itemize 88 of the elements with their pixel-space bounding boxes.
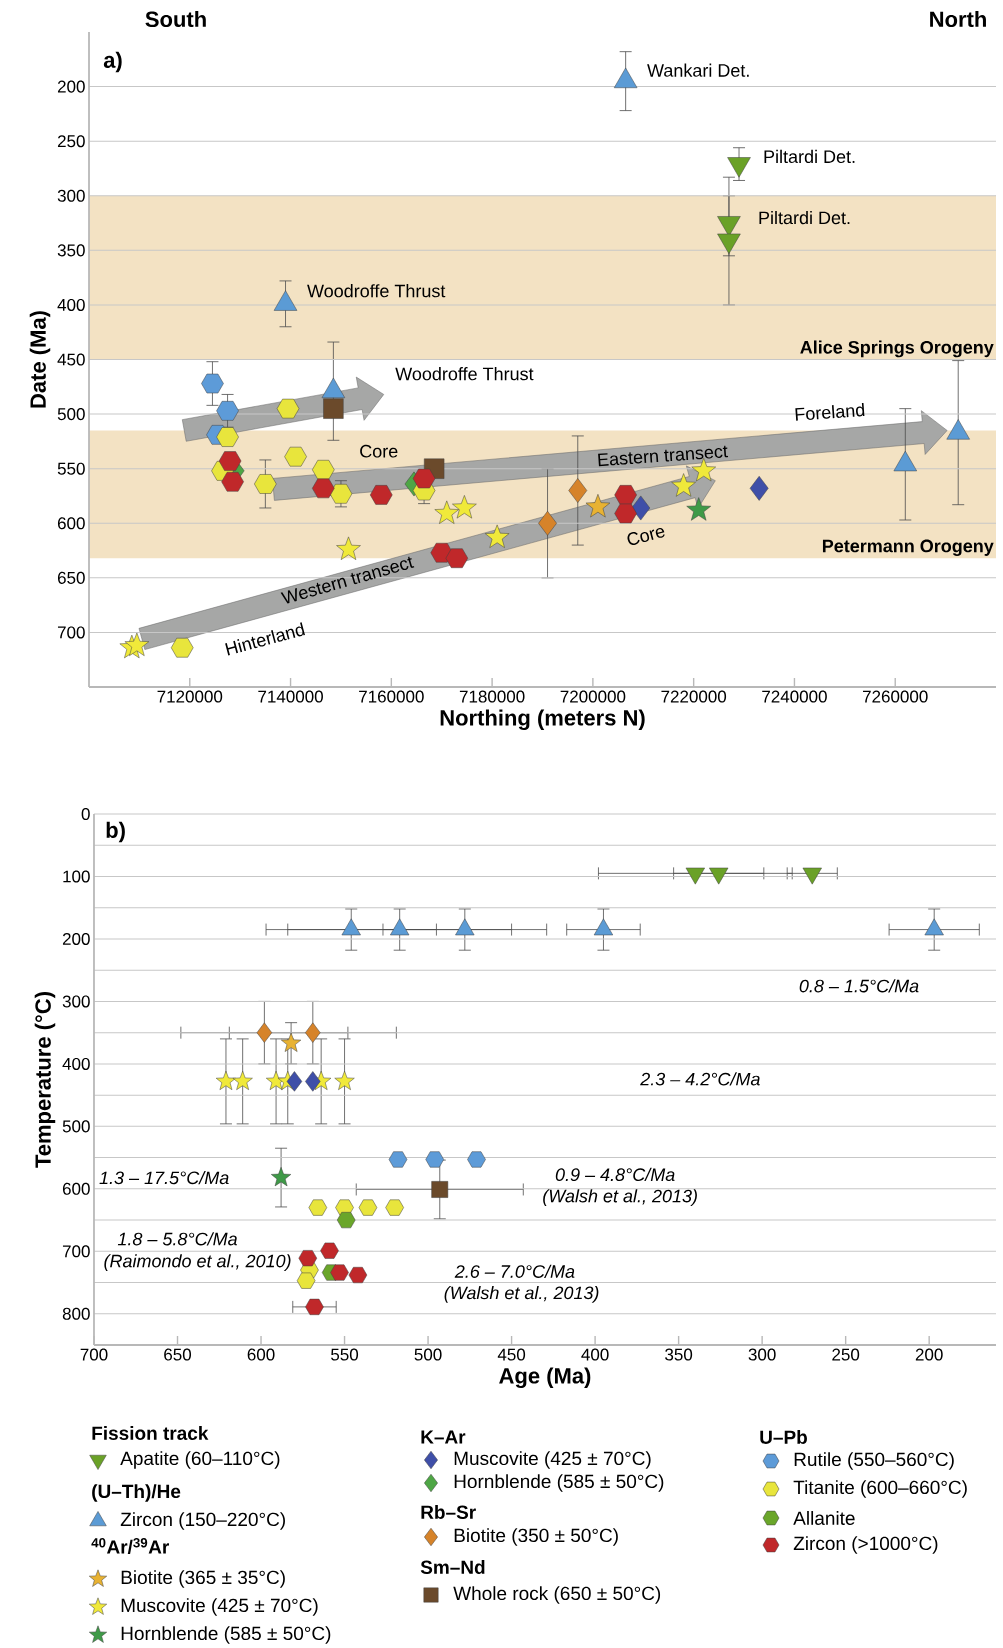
y-tick-label: 600 <box>57 517 85 530</box>
legend-label: Muscovite (425 ± 70°C) <box>454 1451 651 1469</box>
y-tick-label: 400 <box>57 298 85 311</box>
x-axis-title: Age (Ma) <box>499 1367 591 1389</box>
annotation: 1.8 – 5.8°C/Ma <box>117 1232 238 1246</box>
y-tick-label: 450 <box>57 353 85 366</box>
annotation: 2.6 – 7.0°C/Ma <box>454 1264 575 1278</box>
legend-label: Titanite (600–660°C) <box>793 1480 967 1498</box>
x-tick-label: 550 <box>331 1348 359 1361</box>
x-tick-label: 7120000 <box>157 690 223 703</box>
annotation: b) <box>106 821 125 843</box>
annotation: (Walsh et al., 2013) <box>543 1189 697 1206</box>
text: Sm–Nd <box>420 1560 485 1574</box>
y-tick-label: 700 <box>62 1245 90 1258</box>
text: South <box>145 10 206 28</box>
y-tick-label: 0 <box>81 808 90 821</box>
x-tick-label: 7260000 <box>863 690 928 703</box>
y-tick-label: 200 <box>57 80 85 93</box>
annotation: Foreland <box>795 402 865 421</box>
band-label: Alice Springs Orogeny <box>800 340 994 358</box>
legend-label: Hornblende (585 ± 50°C) <box>454 1474 664 1492</box>
annotation: a) <box>103 51 122 73</box>
x-tick-label: 450 <box>497 1348 526 1361</box>
annotation: Core <box>627 527 665 545</box>
annotation: Piltardi Det. <box>759 210 850 225</box>
x-axis-title: Northing (meters N) <box>440 709 645 731</box>
x-tick-label: 7240000 <box>762 690 827 703</box>
x-tick-label: 600 <box>247 1348 275 1361</box>
annotation: 1.3 – 17.5°C/Ma <box>99 1170 229 1185</box>
annotation: Piltardi Det. <box>764 149 855 164</box>
annotation: 0.8 – 1.5°C/Ma <box>799 979 919 993</box>
y-tick-label: 300 <box>62 995 90 1008</box>
annotation: Wankari Det. <box>647 63 749 77</box>
x-tick-label: 250 <box>832 1348 860 1361</box>
y-tick-label: 400 <box>62 1057 90 1070</box>
text: (U–Th)/He <box>92 1484 181 1502</box>
x-tick-label: 700 <box>80 1348 108 1361</box>
text: $^{40}$Ar/$^{39}$Ar <box>91 1538 169 1554</box>
annotation: 2.3 – 4.2°C/Ma <box>640 1072 760 1086</box>
x-tick-label: 350 <box>665 1348 693 1361</box>
text: North <box>930 10 986 28</box>
annotation: Woodroffe Thrust <box>395 367 534 381</box>
annotation: Core <box>360 444 398 458</box>
x-tick-label: 7180000 <box>459 690 525 703</box>
y-axis-title: Date (Ma) <box>29 311 51 408</box>
y-tick-label: 500 <box>57 408 85 421</box>
annotation: Western transect <box>280 556 415 604</box>
legend-label: Allanite <box>793 1511 855 1525</box>
y-tick-label: 600 <box>62 1182 90 1195</box>
text: K–Ar <box>421 1430 466 1444</box>
text: Fission track <box>92 1426 209 1440</box>
x-tick-label: 200 <box>915 1348 943 1361</box>
x-tick-label: 7220000 <box>661 690 727 703</box>
legend-label: Rutile (550–560°C) <box>794 1452 954 1470</box>
text: U–Pb <box>760 1430 807 1444</box>
x-tick-label: 7140000 <box>258 690 323 703</box>
y-tick-label: 800 <box>62 1307 90 1320</box>
annotation: Eastern transect <box>598 445 729 467</box>
legend-label: Zircon (150–220°C) <box>120 1512 285 1530</box>
y-tick-label: 200 <box>62 932 90 945</box>
x-tick-label: 7200000 <box>560 690 626 703</box>
y-axis-title: Temperature (°C) <box>34 992 56 1168</box>
text: Rb–Sr <box>421 1505 476 1519</box>
y-tick-label: 650 <box>57 571 85 584</box>
y-tick-label: 500 <box>62 1120 90 1133</box>
annotation: (Walsh et al., 2013) <box>444 1286 599 1303</box>
y-tick-label: 700 <box>57 626 85 639</box>
y-tick-label: 250 <box>57 135 85 148</box>
legend-label: Whole rock (650 ± 50°C) <box>453 1586 661 1604</box>
band-label: Petermann Orogeny <box>822 539 994 556</box>
x-tick-label: 400 <box>581 1348 609 1361</box>
y-tick-label: 350 <box>57 244 85 257</box>
x-tick-label: 7160000 <box>359 690 424 703</box>
legend-label: Muscovite (425 ± 70°C) <box>121 1598 318 1616</box>
legend-label: Biotite (350 ± 50°C) <box>454 1528 618 1546</box>
x-tick-label: 300 <box>748 1348 776 1361</box>
x-tick-label: 650 <box>164 1348 192 1361</box>
legend-label: Biotite (365 ± 35°C) <box>121 1570 285 1588</box>
y-tick-label: 300 <box>57 189 85 202</box>
y-tick-label: 550 <box>57 462 85 475</box>
y-tick-label: 100 <box>63 870 90 883</box>
legend-label: Hornblende (585 ± 50°C) <box>121 1626 331 1644</box>
annotation: (Raimondo et al., 2010) <box>104 1254 291 1271</box>
annotation: Woodroffe Thrust <box>307 284 446 298</box>
x-tick-label: 500 <box>414 1348 442 1361</box>
legend-label: Zircon (>1000°C) <box>793 1536 938 1554</box>
annotation: 0.9 – 4.8°C/Ma <box>555 1167 675 1182</box>
legend-label: Apatite (60–110°C) <box>120 1451 280 1469</box>
